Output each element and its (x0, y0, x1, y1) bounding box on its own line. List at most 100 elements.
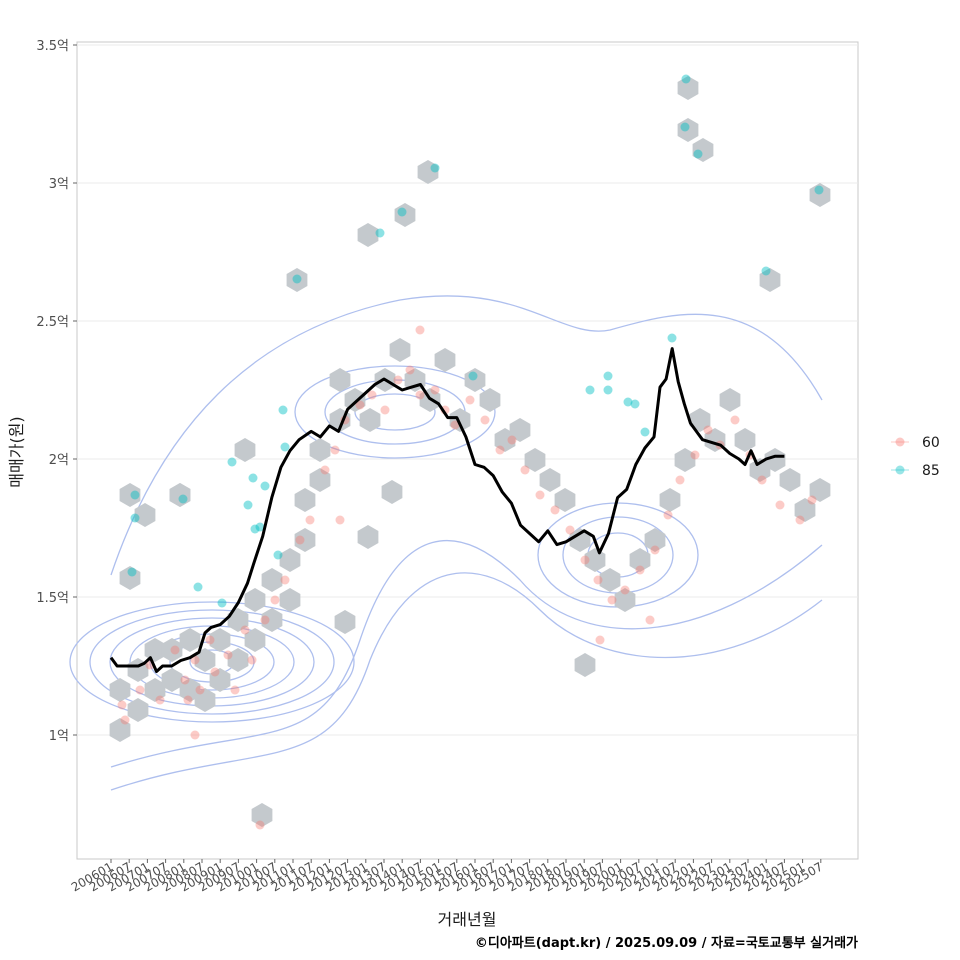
legend-key-85 (895, 465, 905, 475)
point-85 (130, 513, 140, 523)
point-60 (595, 635, 605, 645)
point-60 (775, 500, 785, 510)
hex-bin (169, 483, 191, 507)
point-85 (397, 207, 407, 217)
point-60 (210, 667, 220, 677)
point-85 (603, 371, 613, 381)
point-85 (127, 567, 137, 577)
hex-bin (677, 118, 699, 142)
point-60 (405, 365, 415, 375)
hex-bin (209, 668, 231, 692)
point-60 (675, 475, 685, 485)
point-85 (250, 524, 260, 534)
legend-key-60 (895, 437, 905, 447)
point-60 (190, 730, 200, 740)
y-tick-label: 1억 (49, 729, 69, 744)
hex-bin (809, 183, 831, 207)
point-85 (680, 122, 690, 132)
y-tick-label: 3억 (49, 177, 69, 192)
point-60 (280, 575, 290, 585)
point-85 (585, 385, 595, 395)
y-axis-ticks: 1억 1.5억 2억 2.5억 3억 3.5억 (36, 39, 77, 744)
caption: ©디아파트(dapt.kr) / 2025.09.09 / 자료=국토교통부 실… (475, 935, 858, 951)
point-85 (640, 427, 650, 437)
point-85 (227, 457, 237, 467)
point-60 (230, 685, 240, 695)
point-60 (295, 535, 305, 545)
hex-bin (294, 488, 316, 512)
point-60 (335, 515, 345, 525)
legend: 60 85 (891, 435, 940, 479)
contour (110, 295, 823, 576)
point-60 (807, 495, 817, 505)
point-85 (217, 598, 227, 608)
hex-bin (574, 653, 596, 677)
point-85 (255, 522, 265, 532)
hex-bin (569, 528, 591, 552)
point-60 (190, 655, 200, 665)
hex-bin (629, 548, 651, 572)
hex-bin (644, 528, 666, 552)
hex-bin (389, 338, 411, 362)
point-85 (430, 163, 440, 173)
contour (110, 539, 823, 768)
hex-bin (357, 525, 379, 549)
hex-bin (109, 718, 131, 742)
hex-bin (194, 688, 216, 712)
hex-bin (779, 468, 801, 492)
point-85 (814, 185, 824, 195)
point-60 (195, 685, 205, 695)
hex-bin (794, 498, 816, 522)
hex-bin (261, 568, 283, 592)
trend-line (109, 347, 785, 673)
hex-bin (109, 678, 131, 702)
point-60 (757, 475, 767, 485)
hex-bin (294, 528, 316, 552)
point-85 (681, 74, 691, 84)
y-tick-label: 1.5억 (36, 591, 69, 606)
hex-bin (381, 480, 403, 504)
point-60 (580, 555, 590, 565)
point-60 (565, 525, 575, 535)
point-60 (355, 400, 365, 410)
point-60 (120, 715, 130, 725)
contour (294, 365, 496, 459)
hex-bin (144, 678, 166, 702)
point-60 (480, 415, 490, 425)
point-60 (415, 390, 425, 400)
point-85 (693, 149, 703, 159)
point-85 (130, 490, 140, 500)
point-60 (305, 515, 315, 525)
point-60 (393, 375, 403, 385)
point-60 (635, 565, 645, 575)
hex-bin (677, 76, 699, 100)
hex-bin (234, 438, 256, 462)
point-60 (650, 545, 660, 555)
hex-bin (554, 488, 576, 512)
hex-bin (244, 628, 266, 652)
point-60 (690, 450, 700, 460)
point-60 (183, 695, 193, 705)
hex-bin (659, 488, 681, 512)
point-60 (180, 675, 190, 685)
hex-bin (764, 448, 786, 472)
hex-bin (359, 408, 381, 432)
hex-bin (449, 408, 471, 432)
point-85 (280, 442, 290, 452)
hex-bin (127, 698, 149, 722)
point-85 (260, 481, 270, 491)
point-85 (623, 397, 633, 407)
hex-bin (599, 568, 621, 592)
contour (110, 572, 823, 791)
point-60 (703, 425, 713, 435)
point-60 (380, 405, 390, 415)
point-60 (247, 655, 257, 665)
hex-bin (734, 428, 756, 452)
point-85 (278, 405, 288, 415)
hex-bin (524, 448, 546, 472)
hex-bin (309, 468, 331, 492)
hex-bin (227, 648, 249, 672)
hex-bin (464, 368, 486, 392)
point-60 (450, 420, 460, 430)
hex-bin (286, 268, 308, 292)
